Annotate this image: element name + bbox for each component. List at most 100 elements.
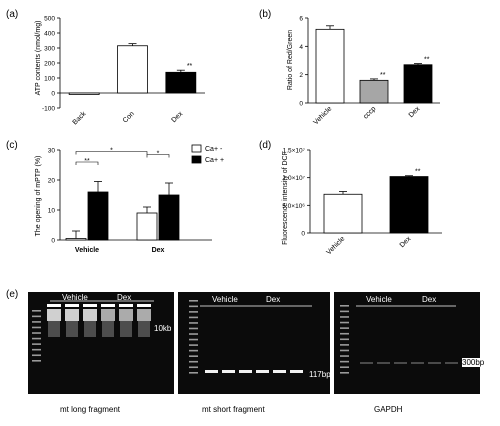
gel-short-ladder-band <box>189 311 198 313</box>
gel-gapdh-vehicle-label: Vehicle <box>366 295 392 304</box>
gel-gapdh-band <box>411 362 424 364</box>
gel-short-band <box>290 370 303 373</box>
panel-c-bar <box>158 194 180 241</box>
gel-long-well <box>47 304 61 307</box>
panel-c-y-tick-label: 0 <box>51 238 55 245</box>
panel-c-ylabel: The opening of mPTP (%) <box>35 156 42 237</box>
panel-d-bar <box>389 176 429 234</box>
panel-a-y-tick-label: 300 <box>44 46 55 53</box>
panel-c-x-tick-label: Vehicle <box>75 247 99 254</box>
gel-gapdh <box>334 292 480 394</box>
panel-c-y-tick-label: 10 <box>48 208 56 215</box>
gel-long-smear <box>66 321 78 337</box>
gel-short-ladder-band <box>189 360 198 363</box>
gel-long-ladder-band <box>32 354 41 357</box>
panel-a-y-tick-label: 100 <box>44 76 55 83</box>
panel-b-y-tick-label: 0 <box>299 101 303 108</box>
panel-b-bar <box>359 79 389 104</box>
gel-short-band <box>205 370 218 373</box>
panel-c-letter: (c) <box>6 140 18 151</box>
gel-gapdh-ladder-band <box>340 360 349 363</box>
gel-gapdh-ladder-band <box>340 349 349 352</box>
panel-c-sig-bracket <box>146 154 170 158</box>
gel-long-ladder-band <box>32 310 41 312</box>
gel-long-ladder-band <box>32 315 41 318</box>
gel-long-ladder-band <box>32 337 41 340</box>
gel-short-ladder-band <box>189 366 198 369</box>
panel-c-sig-label: * <box>110 148 113 155</box>
gel-long-well <box>137 304 151 307</box>
legend-swatch-ca-minus <box>191 144 202 153</box>
panel-c-sig-bracket <box>75 151 148 155</box>
gel-short-ladder-band <box>189 305 198 308</box>
panel-d-ylabel: Fluorescence intensity of DCF <box>282 151 289 245</box>
panel-d-sig-label: ** <box>415 169 421 176</box>
gel-long-ladder-band <box>32 321 41 323</box>
gel-long-ladder-band <box>32 332 41 334</box>
panel-a-letter: (a) <box>6 9 18 20</box>
gel-short-band <box>222 370 235 373</box>
gel-long-well <box>83 304 97 307</box>
panel-a-sig-label: ** <box>187 63 193 70</box>
gel-long-band-label: 10kb <box>154 324 172 333</box>
gel-gapdh-ladder-band <box>340 338 349 341</box>
panel-a-y-tick-label: -100 <box>42 106 55 113</box>
panel-b-y-tick-label: 2 <box>299 72 303 79</box>
gel-gapdh-ladder-band <box>340 321 349 324</box>
panel-b-bar <box>403 64 433 104</box>
gel-long-caption: mt long fragment <box>60 405 121 414</box>
panel-a-y-tick-label: 200 <box>44 61 55 68</box>
gel-long-well <box>119 304 133 307</box>
gel-short-ladder-band <box>189 344 198 346</box>
panel-d-letter: (d) <box>259 140 271 151</box>
gel-long-well <box>65 304 79 307</box>
gel-short-ladder-band <box>189 327 198 330</box>
gel-gapdh-band <box>428 362 441 364</box>
panel-c-y-tick-label: 20 <box>48 178 56 185</box>
panel-b-x-tick-label: Vehicle <box>312 105 333 126</box>
panel-c-y-tick-label: 30 <box>48 148 56 155</box>
gel-long-smear <box>84 321 96 337</box>
panel-d: (d) Fluorescence intensity of DCF 0 5.0×1… <box>259 140 442 256</box>
gel-long-smear <box>102 321 114 337</box>
gel-gapdh-ladder-band <box>340 310 349 313</box>
panel-c-bar <box>87 191 109 241</box>
panel-b-ylabel: Ratio of Red/Green <box>287 30 294 90</box>
gel-short-ladder-band <box>189 322 198 324</box>
panel-d-y-tick-label: 1.0×10⁷ <box>283 175 306 182</box>
panel-c-bar <box>65 238 87 241</box>
gel-long-ladder-band <box>32 326 41 329</box>
panel-a-x-tick-label: Con <box>122 110 136 124</box>
gel-long-band <box>47 309 61 321</box>
panel-d-y-tick-label: 5.0×10⁶ <box>282 203 305 210</box>
gel-long-ladder-band <box>32 348 41 351</box>
panel-d-y-tick-label: 1.5×10⁷ <box>283 148 306 155</box>
gel-long-band <box>101 309 115 321</box>
panel-a-x-tick-label: Back <box>72 110 88 126</box>
panel-d-bar <box>323 193 363 234</box>
panel-a-y-tick-label: 0 <box>51 91 55 98</box>
gel-long-smear <box>138 321 150 337</box>
gel-long-band <box>65 309 79 321</box>
gel-long-vehicle-label: Vehicle <box>62 293 88 302</box>
panel-b-y-tick-label: 6 <box>299 16 303 23</box>
panel-c-sig-label: ** <box>84 158 90 165</box>
panel-a: (a) ATP contents (nmol/mg) -100 0 100 200 30… <box>6 9 205 126</box>
panel-a-y-tick-label: 400 <box>44 31 55 38</box>
panel-b-y-tick-label: 4 <box>299 44 303 51</box>
gel-short-ladder-band <box>189 300 198 302</box>
panel-b-x-tick-label: cccp <box>362 105 377 120</box>
gel-long-smear <box>48 321 60 337</box>
panel-a-bar <box>117 45 148 94</box>
gel-short-caption: mt short fragment <box>202 405 265 414</box>
gel-short-ladder-band <box>189 316 198 319</box>
panel-c: (c) The opening of mPTP (%) Ca+ - Ca+ + … <box>6 140 224 254</box>
gel-short-band <box>239 370 252 373</box>
panel-b-x-tick-label: Dex <box>408 105 422 119</box>
gel-gapdh-band <box>394 362 407 364</box>
gel-gapdh-ladder-band <box>340 366 349 369</box>
gel-gapdh-ladder-band <box>340 355 349 357</box>
gel-short-ladder-band <box>189 333 198 335</box>
gel-long <box>28 292 174 394</box>
gel-gapdh-band <box>360 362 373 364</box>
